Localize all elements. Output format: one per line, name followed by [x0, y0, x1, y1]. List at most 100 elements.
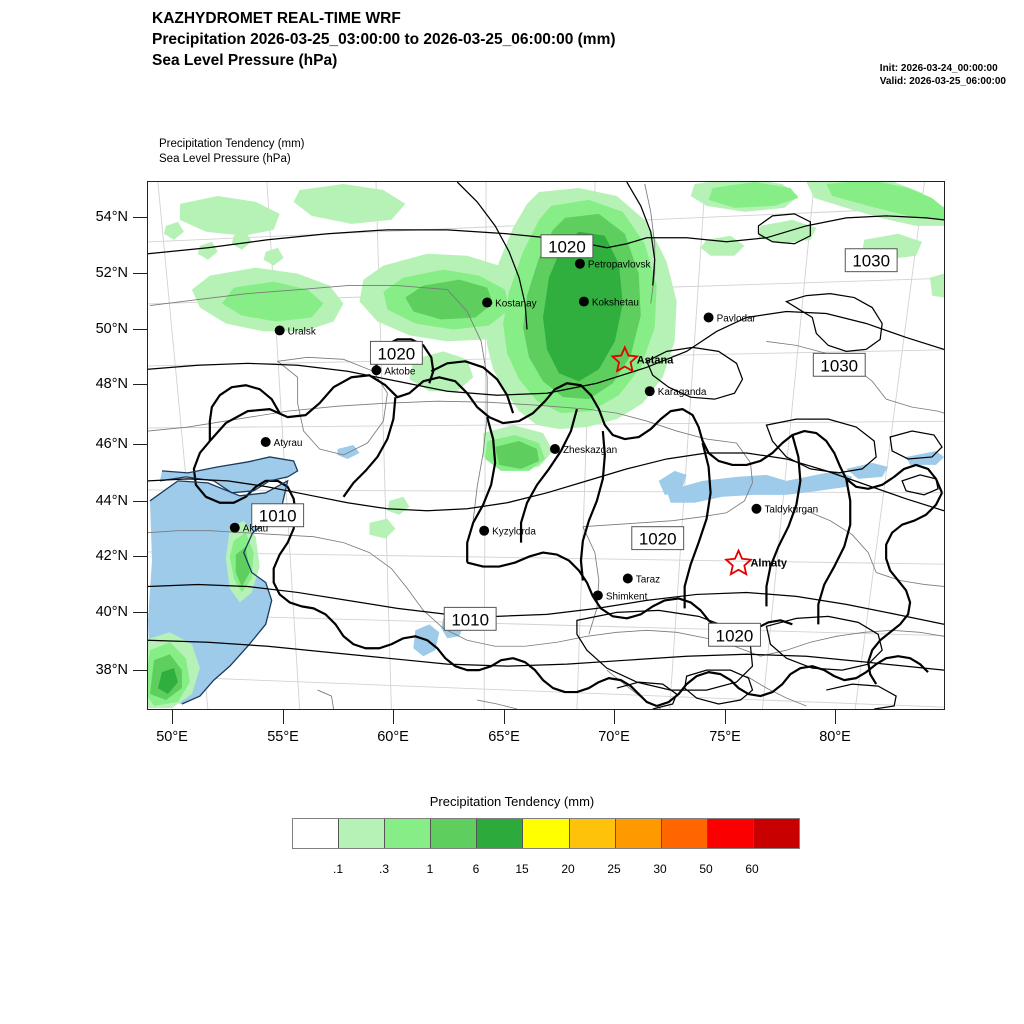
- colorbar-segment: [431, 819, 478, 848]
- lat-label: 46°N: [95, 436, 128, 452]
- city-marker-kyzylorda: Kyzylorda: [479, 525, 536, 538]
- city-marker-kokshetau: Kokshetau: [578, 296, 639, 309]
- colorbar-segment: [339, 819, 386, 848]
- lon-label: 50°E: [156, 729, 188, 745]
- city-marker-aktau: Aktau: [229, 522, 268, 535]
- lon-tick: [614, 710, 615, 724]
- colorbar-segment: [523, 819, 570, 848]
- map-canvas: 1020 1030 1020 1030 1010: [148, 182, 944, 709]
- colorbar-tick-label: .3: [378, 862, 389, 876]
- isobar-label: 1010: [443, 606, 497, 631]
- svg-text:Aktobe: Aktobe: [384, 366, 415, 377]
- city-marker-pavlodar: Pavlodar: [703, 312, 757, 324]
- lat-label: 42°N: [95, 548, 128, 564]
- precip-level-deep: [157, 231, 623, 695]
- capital-markers: Astana Almaty: [610, 345, 788, 577]
- colorbar-segment: [569, 819, 616, 848]
- lat-tick: [133, 612, 147, 613]
- lat-label: 40°N: [95, 604, 128, 620]
- coastline: [149, 456, 299, 705]
- lat-tick: [133, 273, 147, 274]
- lat-label: 52°N: [95, 265, 128, 281]
- model-title: KAZHYDROMET REAL-TIME WRF: [152, 10, 401, 27]
- city-marker-aktobe: Aktobe: [371, 365, 416, 377]
- lat-label: 38°N: [95, 662, 128, 678]
- city-marker-taraz: Taraz: [622, 573, 660, 585]
- colorbar-tick-label: 50: [699, 862, 713, 876]
- lat-tick: [133, 670, 147, 671]
- isobar-label: 1020: [369, 340, 423, 365]
- lon-tick: [172, 710, 173, 724]
- svg-text:Taldykurgan: Taldykurgan: [764, 505, 818, 516]
- svg-text:Almaty: Almaty: [750, 558, 787, 570]
- valid-time: Valid: 2026-03-25_06:00:00: [879, 76, 1006, 87]
- colorbar-segment: [661, 819, 708, 848]
- lat-tick: [133, 384, 147, 385]
- svg-text:Uralsk: Uralsk: [288, 326, 316, 337]
- colorbar-segment: [477, 819, 524, 848]
- isobar-labels: 1020 1030 1020 1030 1010: [251, 234, 898, 647]
- caption-slp: Sea Level Pressure (hPa): [159, 153, 291, 165]
- lon-label: 65°E: [488, 729, 520, 745]
- colorbar-tick-label: 25: [607, 862, 621, 876]
- colorbar-segment: [707, 819, 754, 848]
- svg-text:Karaganda: Karaganda: [658, 387, 707, 398]
- svg-text:Kokshetau: Kokshetau: [592, 298, 639, 309]
- lat-label: 50°N: [95, 321, 128, 337]
- city-marker-atyrau: Atyrau: [260, 437, 302, 449]
- svg-text:1030: 1030: [820, 356, 858, 375]
- colorbar-segment: [615, 819, 662, 848]
- isobar-label: 1020: [631, 526, 685, 551]
- svg-text:1030: 1030: [852, 252, 890, 271]
- city-marker-kostanay: Kostanay: [482, 297, 537, 310]
- precipitation-subtitle: Precipitation 2026-03-25_03:00:00 to 202…: [152, 31, 616, 48]
- svg-text:1020: 1020: [639, 530, 677, 549]
- isobar-label: 1030: [844, 248, 898, 273]
- map-plot-area[interactable]: 1020 1030 1020 1030 1010: [147, 181, 945, 710]
- init-time: Init: 2026-03-24_00:00:00: [879, 63, 998, 74]
- colorbar-segment: [385, 819, 432, 848]
- city-marker-taldykurgan: Taldykurgan: [751, 503, 818, 516]
- isobar-label: 1020: [540, 234, 594, 259]
- colorbar-segment: [293, 819, 340, 848]
- lat-label: 54°N: [95, 209, 128, 225]
- svg-text:1010: 1010: [259, 507, 297, 526]
- colorbar-tick-label: 15: [515, 862, 529, 876]
- svg-text:Shimkent: Shimkent: [606, 591, 648, 602]
- colorbar-tick-label: .1: [332, 862, 343, 876]
- colorbar-tick-label: 1: [426, 862, 434, 876]
- svg-text:Aktau: Aktau: [243, 524, 268, 535]
- lon-label: 70°E: [598, 729, 630, 745]
- svg-text:1020: 1020: [548, 238, 586, 257]
- isobar-label: 1030: [812, 352, 866, 377]
- city-marker-karaganda: Karaganda: [644, 386, 707, 398]
- lon-tick: [504, 710, 505, 724]
- svg-text:Petropavlovsk: Petropavlovsk: [588, 260, 651, 271]
- colorbar-tick-label: 60: [745, 862, 759, 876]
- svg-text:Astana: Astana: [637, 354, 674, 366]
- city-marker-petropavlovsk: Petropavlovsk: [574, 258, 651, 271]
- isobar-label: 1020: [708, 622, 761, 647]
- lat-tick: [133, 556, 147, 557]
- lon-tick: [283, 710, 284, 724]
- svg-text:1020: 1020: [716, 626, 754, 645]
- colorbar-tick-label: 20: [561, 862, 575, 876]
- lon-tick: [725, 710, 726, 724]
- run-info-block: Init: 2026-03-24_00:00:00 Valid: 2026-03…: [880, 62, 1006, 88]
- city-marker-uralsk: Uralsk: [274, 325, 316, 337]
- svg-text:1010: 1010: [451, 610, 489, 629]
- lon-label: 80°E: [819, 729, 851, 745]
- colorbar[interactable]: [292, 818, 800, 849]
- colorbar-tick-labels: .1 .3 1 6 15 20 25 30 50 60: [292, 862, 800, 880]
- city-marker-shimkent: Shimkent: [592, 590, 648, 602]
- lat-tick: [133, 444, 147, 445]
- header-title-block: KAZHYDROMET REAL-TIME WRF Precipitation …: [152, 8, 852, 71]
- city-markers: Uralsk Aktobe Kostanay Petropavlovsk Kok…: [229, 258, 818, 602]
- colorbar-tick-label: 30: [653, 862, 667, 876]
- lat-tick: [133, 501, 147, 502]
- isobar-label: 1010: [251, 503, 305, 528]
- city-marker-zheskazgan: Zheskazgan: [549, 444, 617, 456]
- isobars: [148, 182, 944, 709]
- capital-marker-astana: Astana: [610, 345, 674, 373]
- plot-caption: Precipitation Tendency (mm) Sea Level Pr…: [159, 137, 305, 167]
